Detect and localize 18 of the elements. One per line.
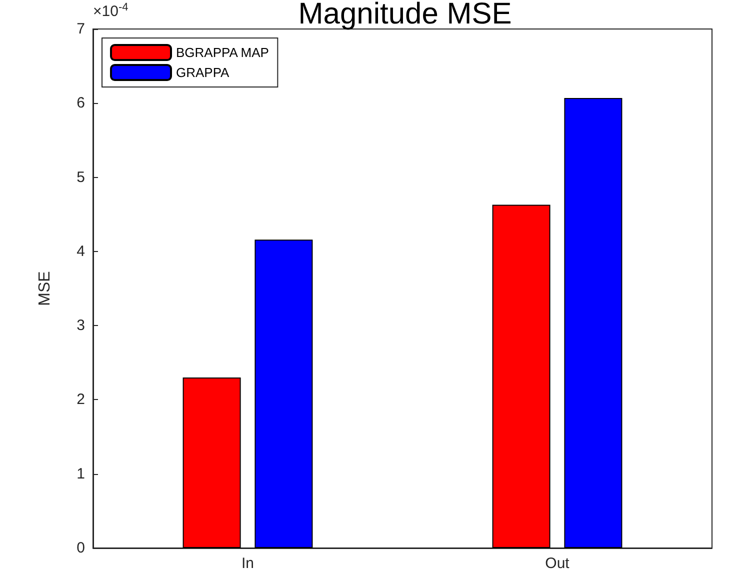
bar bbox=[564, 98, 622, 548]
bar bbox=[182, 377, 241, 548]
y-tick-label: 3 bbox=[76, 317, 85, 334]
y-tick-label: 5 bbox=[76, 168, 85, 186]
y-tick-label: 6 bbox=[76, 94, 85, 112]
y-tick-label: 1 bbox=[76, 465, 85, 482]
y-tick-label: 0 bbox=[76, 540, 85, 556]
x-tick-label: In bbox=[241, 555, 254, 572]
y-axis-title: MSE bbox=[36, 271, 54, 306]
legend-label: BGRAPPA MAP bbox=[176, 45, 269, 60]
y-tick-label: 2 bbox=[76, 391, 85, 408]
x-tick-label: Out bbox=[545, 555, 570, 572]
bar bbox=[254, 240, 313, 548]
chart-title: Magnitude MSE bbox=[298, 0, 512, 30]
legend-label: GRAPPA bbox=[176, 65, 230, 80]
bar bbox=[492, 204, 550, 548]
y-tick-label: 7 bbox=[76, 20, 85, 38]
y-tick-label: 4 bbox=[76, 242, 85, 260]
